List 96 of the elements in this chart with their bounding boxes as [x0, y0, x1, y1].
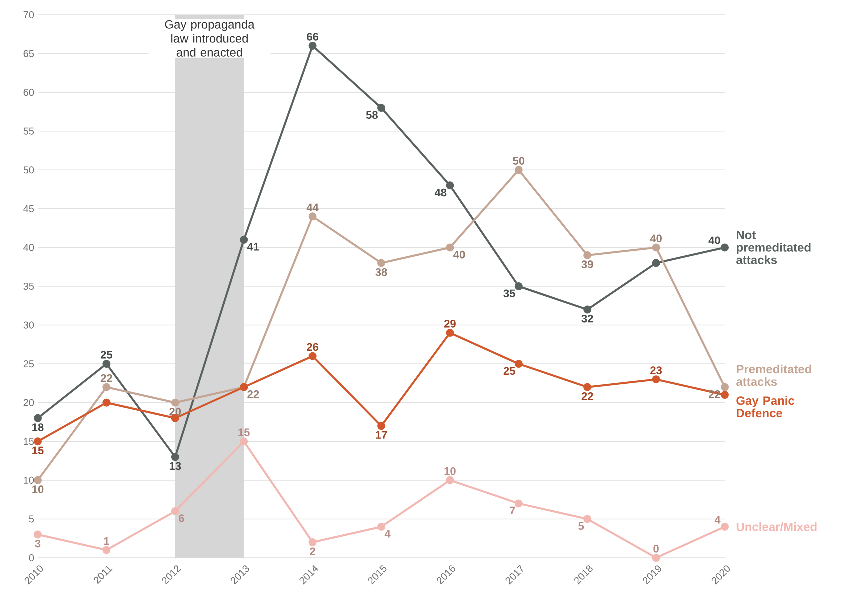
point [446, 244, 454, 252]
point [34, 414, 42, 422]
point [240, 438, 248, 446]
data-label: 40 [454, 250, 466, 259]
y-tick-label: 25 [24, 360, 34, 368]
point [102, 383, 111, 392]
data-label: 29 [444, 320, 456, 328]
point [34, 438, 42, 446]
data-label: 13 [170, 462, 182, 470]
data-label: 4 [714, 516, 721, 524]
data-label: 41 [247, 243, 260, 251]
y-tick-label: 50 [24, 166, 34, 174]
data-label: 35 [504, 290, 516, 298]
data-label: 6 [179, 514, 184, 522]
band-label: Gay propaganda law introduced and enacted [165, 20, 255, 57]
data-label: 40 [708, 236, 720, 245]
point [652, 376, 660, 384]
data-label: 25 [504, 367, 516, 376]
point [171, 453, 180, 462]
y-tick-label: 30 [24, 322, 34, 329]
data-label: 18 [32, 424, 44, 432]
point [34, 530, 42, 539]
data-label: 15 [238, 428, 250, 436]
data-label: 0 [654, 545, 659, 553]
series-label: Premeditated attacks [736, 364, 812, 386]
point [240, 236, 248, 244]
point [721, 391, 730, 400]
data-label: 2 [310, 548, 316, 556]
data-label: 5 [578, 522, 584, 530]
data-label: 32 [582, 314, 594, 323]
data-label: 17 [376, 431, 388, 439]
data-label: 10 [444, 467, 456, 476]
point [102, 398, 111, 407]
point [584, 306, 592, 314]
data-label: 44 [306, 204, 319, 212]
y-tick-label: 55 [24, 128, 34, 135]
data-label: 25 [100, 351, 113, 359]
point [171, 507, 180, 516]
data-label: 38 [376, 268, 388, 276]
y-tick-label: 10 [24, 476, 34, 484]
point [102, 546, 111, 554]
series-label: Gay Panic Defence [736, 396, 795, 418]
y-tick-label: 65 [24, 50, 34, 58]
point [514, 282, 523, 290]
series-label: Not premeditated attacks [736, 231, 811, 264]
point [721, 383, 730, 392]
point [171, 398, 180, 407]
point [514, 166, 523, 174]
point [514, 360, 523, 368]
series-label: Unclear/Mixed [736, 522, 817, 532]
y-tick-label: 60 [24, 89, 34, 96]
point [584, 383, 592, 392]
point [584, 251, 592, 260]
point [721, 522, 730, 531]
point [102, 360, 111, 368]
point [378, 522, 386, 531]
y-tick-label: 45 [24, 205, 34, 212]
data-label: 58 [366, 111, 378, 120]
data-label: 4 [384, 530, 391, 538]
point [308, 212, 317, 221]
data-label: 26 [307, 343, 319, 352]
point [652, 244, 660, 252]
point [446, 329, 454, 338]
data-label: 22 [582, 392, 594, 400]
data-label: 22 [100, 374, 112, 382]
y-tick-label: 40 [24, 244, 34, 252]
data-label: 40 [650, 234, 662, 243]
point [378, 422, 386, 430]
data-label: 7 [510, 506, 516, 514]
y-tick-label: 70 [24, 11, 34, 19]
point [308, 538, 317, 546]
point [721, 244, 730, 252]
data-label: 3 [35, 540, 41, 548]
point [308, 352, 317, 360]
y-tick-label: 15 [24, 438, 34, 446]
y-tick-label: 20 [24, 399, 34, 406]
data-label: 22 [248, 390, 260, 398]
data-label: 39 [582, 260, 594, 268]
data-label: 50 [513, 157, 525, 165]
point [446, 476, 454, 484]
point [308, 42, 317, 50]
point [34, 476, 42, 484]
y-tick-label: 0 [29, 554, 34, 562]
point [514, 500, 523, 508]
data-label: 1 [104, 537, 110, 546]
y-tick-label: 5 [29, 516, 34, 523]
point [378, 104, 386, 112]
data-label: 66 [307, 33, 319, 41]
y-tick-label: 35 [24, 282, 34, 290]
point [652, 554, 660, 562]
point [584, 515, 592, 524]
point [378, 259, 386, 268]
data-label: 48 [434, 188, 447, 197]
data-label: 23 [650, 366, 662, 374]
point [446, 182, 454, 190]
point [652, 259, 660, 268]
